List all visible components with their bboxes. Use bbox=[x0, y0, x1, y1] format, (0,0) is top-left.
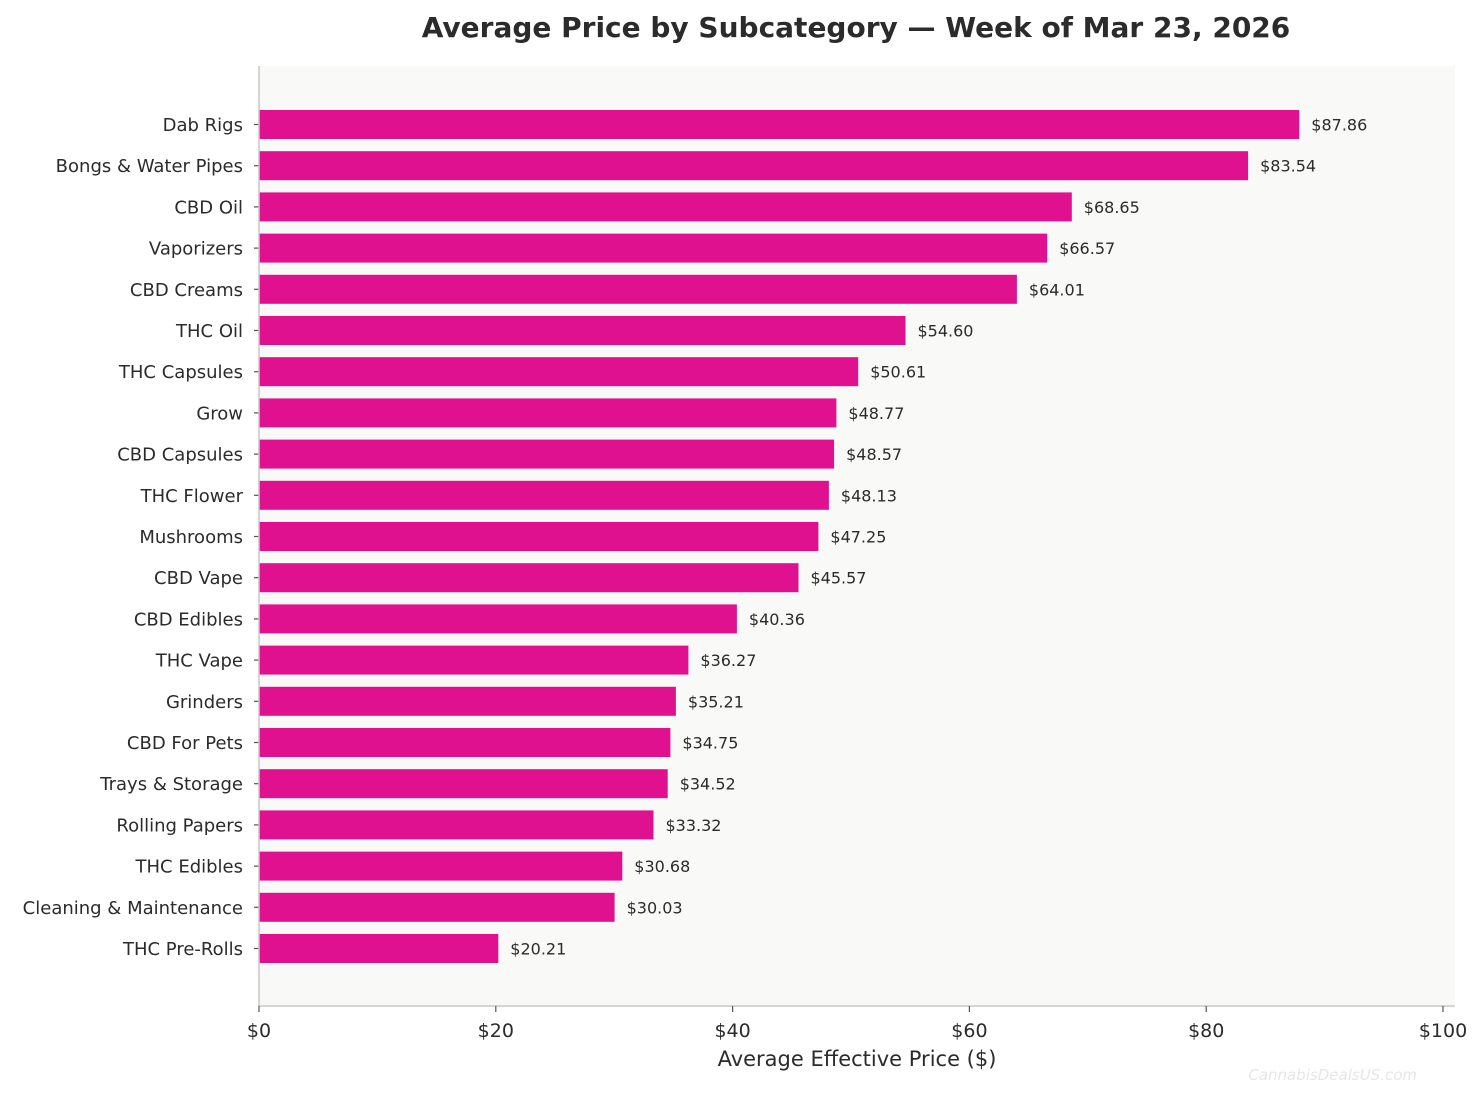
value-label: $87.86 bbox=[1311, 116, 1367, 135]
chart-title: Average Price by Subcategory — Week of M… bbox=[422, 11, 1291, 44]
bar bbox=[259, 645, 689, 675]
x-tick-label: $60 bbox=[951, 1020, 987, 1042]
value-label: $48.13 bbox=[841, 486, 897, 505]
category-label: Mushrooms bbox=[139, 527, 243, 548]
category-label: Rolling Papers bbox=[116, 815, 243, 836]
category-label: THC Pre-Rolls bbox=[122, 939, 243, 960]
x-axis-title: Average Effective Price ($) bbox=[718, 1047, 997, 1071]
bar bbox=[259, 110, 1300, 139]
value-labels-group: $87.86 $83.54 $68.65 $66.57 $64.01 $54.60 $50.… bbox=[510, 116, 1367, 959]
x-tick-label: $40 bbox=[714, 1020, 750, 1042]
bar bbox=[259, 398, 837, 428]
bar bbox=[259, 151, 1249, 181]
x-ticks-group: $0 $20 $40 $60 $80 $100 bbox=[247, 1006, 1467, 1042]
category-label: Cleaning & Maintenance bbox=[23, 898, 243, 919]
bar bbox=[259, 851, 623, 881]
category-label: THC Edibles bbox=[135, 857, 244, 878]
bars-group bbox=[259, 110, 1300, 963]
value-label: $48.57 bbox=[846, 445, 902, 464]
value-label: $20.21 bbox=[510, 940, 566, 959]
value-label: $83.54 bbox=[1260, 157, 1316, 176]
value-label: $36.27 bbox=[700, 651, 756, 670]
value-label: $47.25 bbox=[830, 528, 886, 547]
category-label: THC Vape bbox=[155, 651, 243, 672]
category-labels-group: Dab Rigs Bongs & Water Pipes CBD Oil Vapori… bbox=[23, 115, 259, 960]
category-label: Trays & Storage bbox=[99, 774, 243, 795]
value-label: $35.21 bbox=[688, 692, 744, 711]
category-label: CBD Creams bbox=[130, 280, 243, 301]
bar bbox=[259, 686, 676, 716]
category-label: Vaporizers bbox=[149, 239, 243, 260]
x-tick-label: $100 bbox=[1419, 1020, 1467, 1042]
x-tick-label: $80 bbox=[1188, 1020, 1224, 1042]
value-label: $45.57 bbox=[811, 569, 867, 588]
watermark: CannabisDealsUS.com bbox=[1248, 1066, 1417, 1084]
category-label: THC Oil bbox=[175, 321, 243, 342]
bar bbox=[259, 274, 1017, 304]
category-label: Dab Rigs bbox=[163, 115, 243, 136]
value-label: $34.52 bbox=[680, 775, 736, 794]
bar bbox=[259, 522, 819, 551]
bar bbox=[259, 604, 737, 634]
x-tick-label: $20 bbox=[478, 1020, 514, 1042]
bar bbox=[259, 439, 835, 469]
value-label: $33.32 bbox=[666, 816, 722, 835]
bar bbox=[259, 728, 671, 757]
category-label: THC Flower bbox=[140, 486, 244, 507]
value-label: $54.60 bbox=[918, 322, 974, 341]
category-label: Grinders bbox=[166, 692, 243, 713]
bar bbox=[259, 892, 615, 922]
category-label: THC Capsules bbox=[118, 362, 243, 383]
bar bbox=[259, 480, 829, 510]
value-label: $48.77 bbox=[848, 404, 904, 423]
category-label: CBD Capsules bbox=[117, 445, 243, 466]
value-label: $30.03 bbox=[627, 898, 683, 917]
bar bbox=[259, 934, 499, 963]
value-label: $40.36 bbox=[749, 610, 805, 629]
value-label: $64.01 bbox=[1029, 280, 1085, 299]
bar bbox=[259, 769, 668, 799]
value-label: $50.61 bbox=[870, 363, 926, 382]
value-label: $34.75 bbox=[682, 734, 738, 753]
bar bbox=[259, 357, 859, 387]
value-label: $30.68 bbox=[634, 857, 690, 876]
bar bbox=[259, 563, 799, 593]
bar bbox=[259, 810, 654, 840]
category-label: Grow bbox=[196, 403, 243, 424]
category-label: CBD Vape bbox=[154, 568, 243, 589]
category-label: Bongs & Water Pipes bbox=[56, 156, 243, 177]
bar bbox=[259, 316, 906, 345]
category-label: CBD Edibles bbox=[134, 609, 243, 630]
category-label: CBD For Pets bbox=[127, 733, 243, 754]
value-label: $66.57 bbox=[1059, 239, 1115, 258]
category-label: CBD Oil bbox=[174, 197, 243, 218]
x-tick-label: $0 bbox=[247, 1020, 271, 1042]
bar bbox=[259, 192, 1072, 222]
bar bbox=[259, 233, 1048, 263]
value-label: $68.65 bbox=[1084, 198, 1140, 217]
